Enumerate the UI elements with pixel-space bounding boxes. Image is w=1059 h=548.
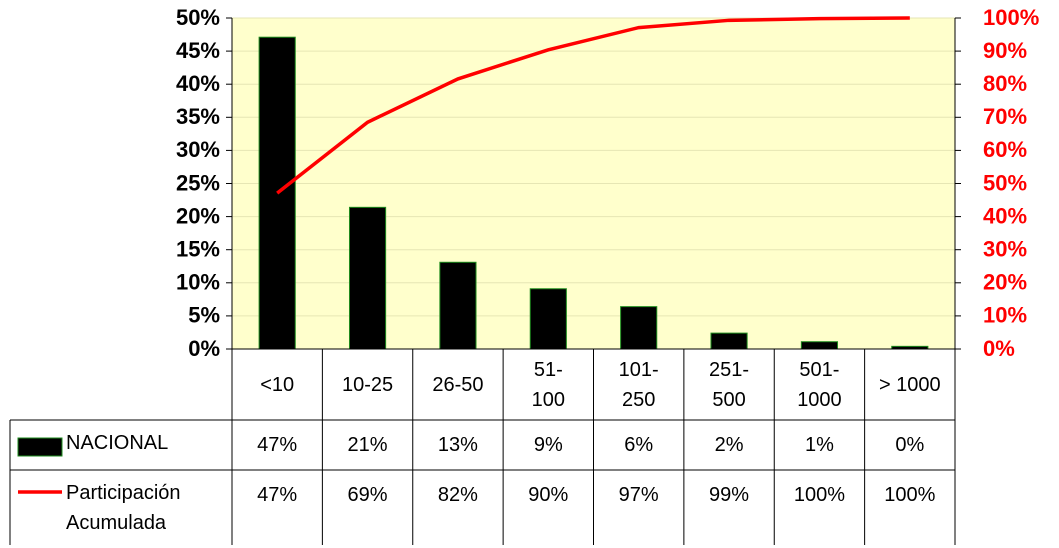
data-table-value: 90% bbox=[503, 480, 593, 520]
y-tick-label: 25% bbox=[176, 170, 220, 195]
bar bbox=[710, 332, 748, 350]
y-tick-label: 45% bbox=[176, 38, 220, 63]
x-tick-label-text: 26-50 bbox=[432, 374, 484, 396]
legend-key bbox=[17, 437, 63, 457]
data-table-value: 9% bbox=[503, 430, 593, 470]
data-table-value: 21% bbox=[322, 430, 412, 470]
y2-tick-label: 0% bbox=[983, 336, 1015, 361]
data-table-value: 6% bbox=[594, 430, 684, 470]
data-table-value: 47% bbox=[232, 480, 322, 520]
y2-tick-label: 30% bbox=[983, 237, 1027, 262]
data-table-value-text: 47% bbox=[257, 484, 298, 506]
data-table-value-text: 1% bbox=[804, 434, 834, 456]
bar bbox=[348, 206, 387, 350]
y-tick-label: 50% bbox=[176, 5, 220, 30]
legend-label: NACIONAL bbox=[66, 428, 226, 498]
x-tick-label-text: 251-500 bbox=[709, 359, 750, 411]
data-table-value-text: 2% bbox=[714, 434, 744, 456]
x-tick-label: > 1000 bbox=[865, 352, 955, 418]
bar bbox=[800, 341, 839, 350]
legend-label-text: Participación Acumulada bbox=[66, 482, 181, 534]
data-table-value: 82% bbox=[413, 480, 503, 520]
data-table-value-text: 13% bbox=[437, 434, 478, 456]
y-tick-label: 20% bbox=[176, 203, 220, 228]
x-tick-label: 10-25 bbox=[322, 352, 412, 418]
data-table-value-text: 99% bbox=[709, 484, 750, 506]
data-table-value: 13% bbox=[413, 430, 503, 470]
y2-tick-label: 50% bbox=[983, 170, 1027, 195]
data-table-value-text: 0% bbox=[895, 434, 925, 456]
y-tick-label: 35% bbox=[176, 104, 220, 129]
data-table-value-text: 9% bbox=[533, 434, 563, 456]
y2-tick-label: 70% bbox=[983, 104, 1027, 129]
y2-tick-label: 90% bbox=[983, 38, 1027, 63]
x-tick-label: 26-50 bbox=[413, 352, 503, 418]
x-tick-label-text: 101-250 bbox=[618, 359, 659, 411]
legend-label-text: NACIONAL bbox=[66, 432, 169, 454]
data-table-value: 47% bbox=[232, 430, 322, 470]
y2-tick-label: 20% bbox=[983, 270, 1027, 295]
y-tick-label: 15% bbox=[176, 237, 220, 262]
data-table-value-text: 97% bbox=[618, 484, 659, 506]
data-table-value: 97% bbox=[594, 480, 684, 520]
bar bbox=[620, 306, 658, 350]
x-tick-label: <10 bbox=[232, 352, 322, 418]
x-tick-label-text: 501-1000 bbox=[797, 359, 842, 411]
x-tick-label: 101-250 bbox=[594, 352, 684, 418]
x-tick-label: 501-1000 bbox=[774, 352, 864, 418]
data-table-value: 100% bbox=[865, 480, 955, 520]
x-tick-label-text: <10 bbox=[260, 374, 295, 396]
data-table-value-text: 6% bbox=[624, 434, 654, 456]
data-table-value-text: 69% bbox=[347, 484, 388, 506]
y2-tick-label: 80% bbox=[983, 71, 1027, 96]
data-table-value-text: 21% bbox=[347, 434, 388, 456]
data-table-value-text: 100% bbox=[884, 484, 936, 506]
line bbox=[276, 16, 910, 195]
data-table-value: 100% bbox=[774, 480, 864, 520]
legend-label: Participación Acumulada bbox=[66, 478, 226, 548]
data-table-value-text: 90% bbox=[528, 484, 569, 506]
data-table-value: 2% bbox=[684, 430, 774, 470]
x-tick-label: 51-100 bbox=[503, 352, 593, 418]
x-tick-label: 251-500 bbox=[684, 352, 774, 418]
data-table-value-text: 100% bbox=[793, 484, 846, 506]
y2-tick-label: 60% bbox=[983, 137, 1027, 162]
y-tick-label: 10% bbox=[176, 270, 220, 295]
y-tick-label: 5% bbox=[188, 303, 220, 328]
data-table-value-text: 47% bbox=[257, 434, 298, 456]
data-table-value: 99% bbox=[684, 480, 774, 520]
y-tick-label: 30% bbox=[176, 137, 220, 162]
x-tick-label-text: 10-25 bbox=[341, 374, 394, 396]
y2-tick-label: 10% bbox=[983, 303, 1027, 328]
data-table-value: 0% bbox=[865, 430, 955, 470]
bar bbox=[439, 261, 477, 350]
data-table-value: 69% bbox=[322, 480, 412, 520]
data-table-value-text: 82% bbox=[437, 484, 478, 506]
bar bbox=[529, 288, 567, 350]
y-tick-label: 0% bbox=[188, 336, 220, 361]
data-table-value: 1% bbox=[774, 430, 864, 470]
x-tick-label-text: > 1000 bbox=[878, 374, 941, 396]
x-tick-label-text: 51-100 bbox=[531, 359, 565, 411]
y2-tick-label: 100% bbox=[983, 5, 1039, 30]
y-tick-label: 40% bbox=[176, 71, 220, 96]
y2-tick-label: 40% bbox=[983, 203, 1027, 228]
